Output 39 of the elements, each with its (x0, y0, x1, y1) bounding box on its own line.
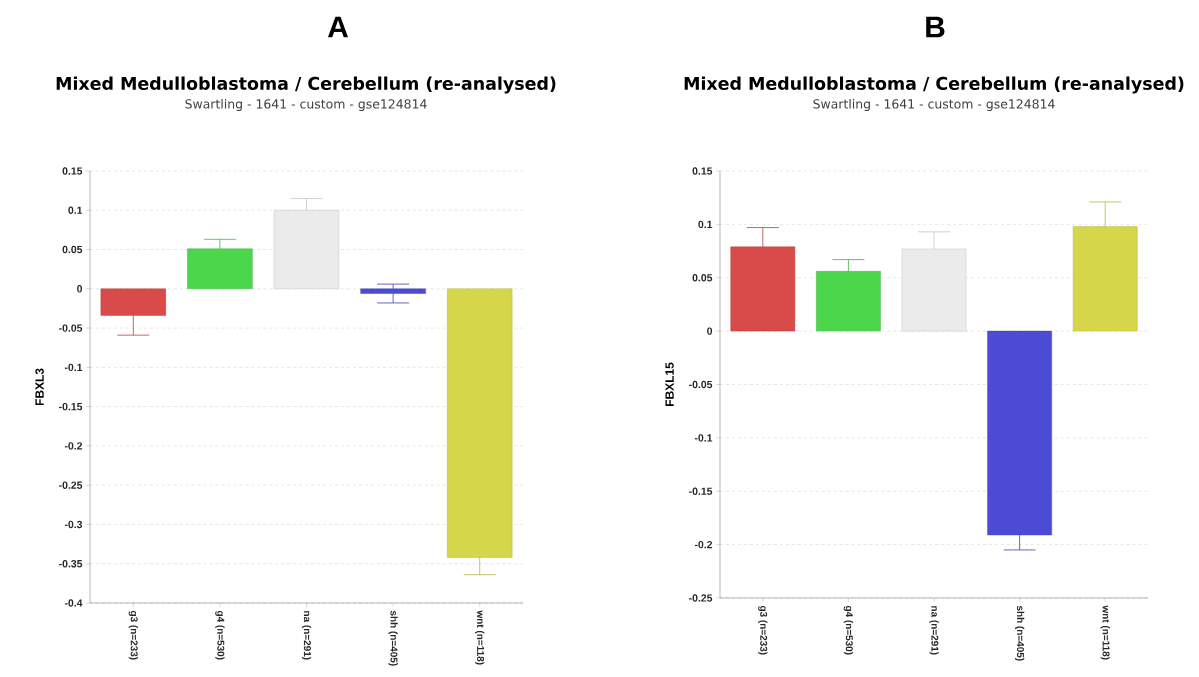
y-tick-label: 0.15 (692, 167, 713, 175)
y-tick-label: 0.05 (692, 274, 713, 282)
x-tick-label: wnt (n=118) (1100, 605, 1110, 660)
x-tick-label: g3 (n=233) (128, 610, 138, 660)
y-tick-label: -0.05 (59, 324, 83, 332)
x-tick-label: shh (n=405) (1014, 605, 1025, 661)
x-tick-label: shh (n=405) (388, 610, 398, 666)
y-tick-label: -0.05 (689, 380, 713, 389)
y-tick-label: 0.05 (62, 245, 83, 254)
y-tick-label: -0.2 (694, 540, 713, 549)
text: B (926, 16, 945, 38)
chart-subtitle: Swartling - 1641 - custom - gse124814 (813, 98, 1055, 112)
y-tick-label: -0.1 (694, 434, 713, 442)
x-tick-label: wnt (n=118) (475, 610, 485, 665)
y-tick-label: -0.15 (689, 487, 713, 495)
y-tick-label: -0.25 (59, 481, 83, 489)
y-axis-title: FBXL15 (665, 362, 674, 406)
y-axis-title: FBXL3 (35, 368, 44, 406)
y-tick-label: -0.4 (64, 599, 83, 607)
text: A (327, 16, 349, 38)
y-tick-label: -0.2 (64, 442, 83, 450)
y-tick-label: 0.1 (68, 206, 83, 214)
y-tick-label: -0.3 (64, 520, 83, 529)
y-tick-label: 0.1 (698, 220, 713, 229)
y-tick-label: -0.15 (59, 402, 83, 411)
chart-title: Mixed Medulloblastoma / Cerebellum (re-analysed) (684, 76, 1184, 94)
y-tick-label: -0.35 (59, 560, 83, 568)
chart-subtitle: Swartling - 1641 - custom - gse124814 (185, 98, 427, 112)
x-tick-label: na (n=291) (301, 611, 312, 660)
x-tick-label: g4 (n=530) (843, 605, 854, 655)
y-tick-label: 0 (707, 327, 713, 335)
chart-title: Mixed Medulloblastoma / Cerebellum (re-analysed) (56, 76, 556, 94)
y-tick-label: 0 (77, 285, 83, 293)
y-tick-label: 0.15 (62, 167, 83, 175)
y-tick-label: -0.25 (689, 594, 713, 602)
x-tick-label: g3 (n=233) (758, 605, 768, 655)
x-tick-label: na (n=291) (929, 606, 939, 655)
y-tick-label: -0.1 (64, 363, 83, 372)
x-tick-label: g4 (n=530) (215, 610, 225, 660)
